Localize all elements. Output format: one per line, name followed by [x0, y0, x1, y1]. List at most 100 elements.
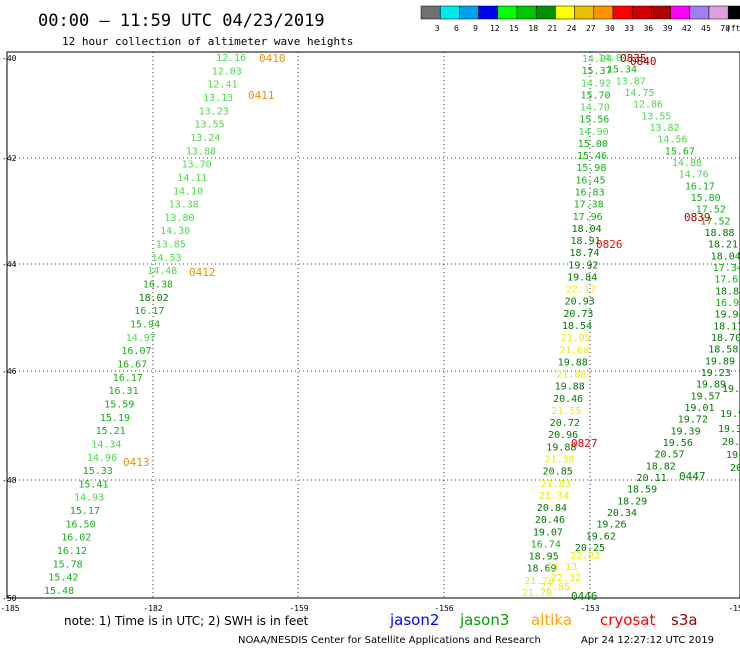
longitude-label: -159 [289, 604, 308, 613]
scale-swatch [651, 5, 671, 20]
legend-s3a: s3a [671, 611, 698, 629]
wave-height-value: 13.70 [182, 160, 212, 171]
legend-jason3: jason3 [459, 611, 509, 629]
wave-height-value: 18.58 [708, 345, 738, 356]
wave-height-value: 16.12 [57, 546, 87, 557]
footer-note: note: 1) Time is in UTC; 2) SWH is in fe… [64, 614, 309, 628]
wave-height-value: 14.11 [177, 173, 207, 184]
wave-height-value: 15.70 [580, 90, 610, 101]
wave-height-value: 14.84 [582, 54, 612, 65]
wave-height-value: 20.72 [550, 418, 580, 429]
wave-height-value: 18.54 [562, 321, 592, 332]
wave-height-value: 15.34 [607, 65, 637, 76]
wave-height-value: 13.23 [199, 106, 229, 117]
wave-height-value: 14.96 [87, 453, 117, 464]
scale-swatch [497, 5, 518, 20]
longitude-label: -185 [0, 604, 19, 613]
satellite-tracks: 12.16 12.03 12.41 13.13 13.23 13.55 13.24 13.88… [44, 53, 740, 599]
wave-height-value: 15.42 [48, 573, 78, 584]
wave-height-value: 21.34 [539, 491, 569, 502]
latitude-label: -44 [2, 260, 17, 269]
wave-height-value: 21.88 [556, 370, 586, 381]
track-left: 12.16 12.03 12.41 13.13 13.23 13.55 13.24 13.88… [44, 53, 246, 597]
wave-height-value: 12.41 [207, 80, 237, 91]
wave-height-value: 16.31 [109, 386, 139, 397]
wave-height-value: 20.96 [548, 430, 578, 441]
wave-height-value: 18.88 [704, 228, 734, 239]
wave-height-value: 15.46 [577, 151, 607, 162]
wave-height-value: 17.52 [696, 205, 726, 216]
scale-swatch [593, 5, 614, 20]
wave-height-value: 18.02 [139, 293, 169, 304]
pass-time-label: 0413 [123, 456, 150, 469]
longitude-label: -153 [580, 604, 599, 613]
wave-height-value: 18.91 [571, 236, 601, 247]
wave-height-value: 15.80 [691, 193, 721, 204]
wave-height-value: 15.00 [578, 139, 608, 150]
scale-label: 30 [605, 24, 615, 33]
wave-height-value: 14.81 [598, 53, 628, 64]
scale-swatch [516, 5, 537, 20]
wave-height-value: 15.59 [104, 399, 134, 410]
wave-height-value: 19.89 [696, 380, 726, 391]
scale-swatch [478, 5, 499, 20]
map-frame [6, 51, 740, 599]
wave-height-value: 18.82 [715, 286, 740, 297]
wave-height-value: 12.03 [212, 66, 242, 77]
wave-height-value: 19.3 [718, 424, 740, 435]
wave-height-value: 20.85 [543, 467, 573, 478]
wave-height-value: 18.70 [711, 333, 740, 344]
wave-height-value: 20.11 [637, 473, 667, 484]
scale-swatch [574, 5, 595, 20]
latitude-label: -46 [2, 367, 17, 376]
legend-altika: altika [531, 611, 572, 629]
wave-height-value: 19.57 [690, 391, 720, 402]
wave-height-value: 14.97 [126, 333, 156, 344]
wave-height-value: 19.26 [596, 520, 626, 531]
wave-height-value: 12.86 [633, 100, 663, 111]
scale-swatch [631, 5, 652, 20]
wave-height-value: 14.48 [147, 266, 177, 277]
wave-height-value: 13.87 [616, 76, 646, 87]
scale-label: 27 [586, 24, 596, 33]
scale-swatch [535, 5, 556, 20]
wave-height-value: 12.16 [216, 53, 246, 64]
latitude-label: -42 [2, 154, 17, 163]
scale-swatch [612, 5, 633, 20]
wave-height-value: 18.69 [526, 564, 556, 575]
wave-height-value: 18.04 [711, 251, 740, 262]
wave-height-value: 19.07 [533, 527, 563, 538]
wave-height-value: 18.04 [572, 224, 602, 235]
scale-label: 45 [701, 24, 711, 33]
pass-time-label: 0835 [620, 52, 647, 65]
wave-height-value: 15.41 [78, 479, 108, 490]
wave-height-value: 15.19 [100, 413, 130, 424]
wave-height-value: 17.34 [713, 263, 740, 274]
wave-height-value: 19. [726, 450, 740, 461]
wave-height-value: 14.75 [624, 88, 654, 99]
wave-height-value: 14.92 [581, 78, 611, 89]
wave-height-value: 19.39 [671, 426, 701, 437]
map-area: -40 -42 -44 -46 -48 -50-185 -182 -159 -156 -153 -1… [0, 51, 740, 613]
latitude-label: -40 [2, 54, 17, 63]
wave-height-value: 20.46 [553, 394, 583, 405]
scale-swatch [420, 5, 441, 20]
wave-height-value: 15.78 [53, 559, 83, 570]
scale-swatch [555, 5, 575, 20]
longitude-label: -182 [143, 604, 162, 613]
scale-label: 33 [624, 24, 634, 33]
track-right: 14.8115.3413.8714.7512.8613.5513.8214.56… [575, 53, 740, 554]
scale-label: 3 [435, 24, 440, 33]
wave-height-value: 16.67 [117, 359, 147, 370]
pass-time-label: 0840 [630, 55, 657, 68]
wave-height-value: 16.38 [143, 280, 173, 291]
credit-org: NOAA/NESDIS Center for Satellite Applica… [238, 635, 541, 646]
wave-height-value: 21.13 [547, 562, 577, 573]
wave-height-value: 20.6 [722, 437, 740, 448]
wave-height-value: 15.56 [579, 115, 609, 126]
credit-timestamp: Apr 24 12:27:12 UTC 2019 [581, 635, 714, 646]
scale-unit: (ft) [726, 24, 740, 33]
wave-height-value: 19.62 [586, 531, 616, 542]
